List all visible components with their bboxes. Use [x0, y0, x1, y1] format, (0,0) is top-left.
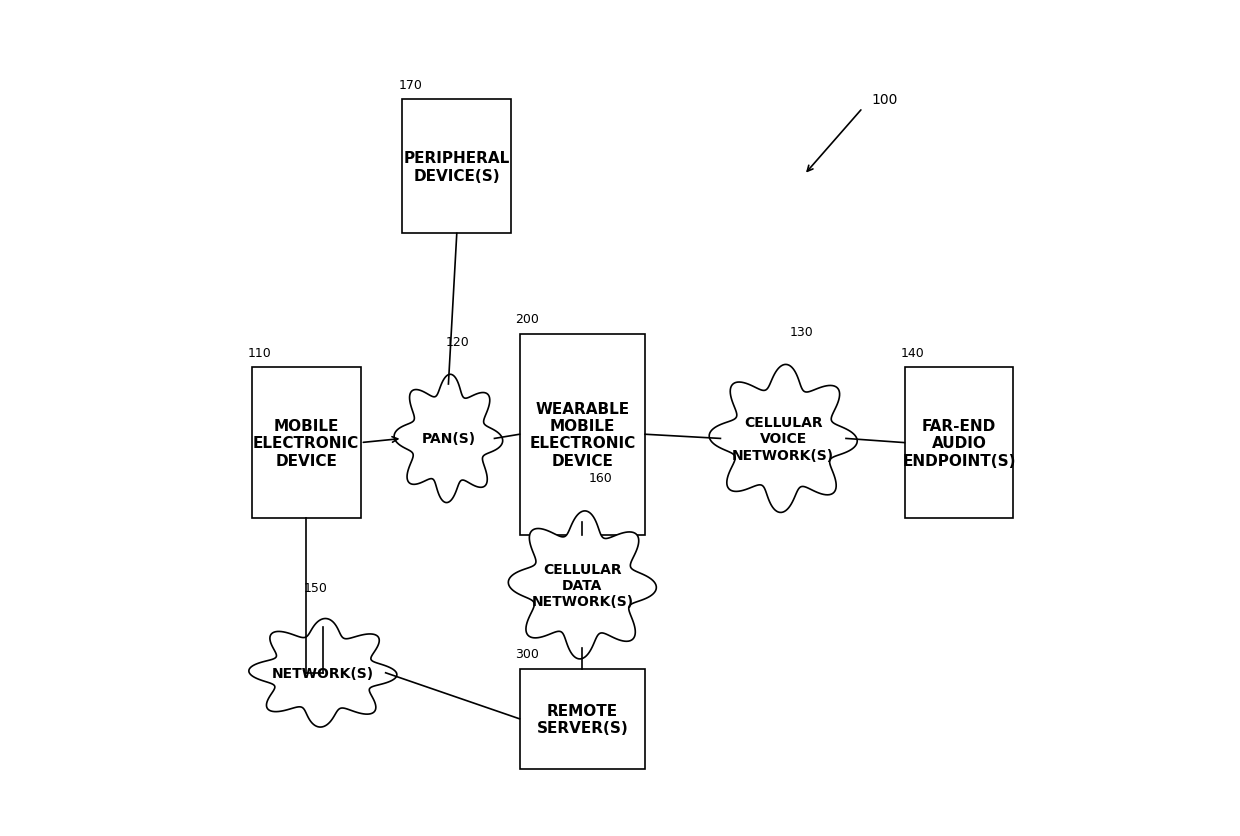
- Text: 100: 100: [870, 94, 898, 107]
- Text: CELLULAR
DATA
NETWORK(S): CELLULAR DATA NETWORK(S): [531, 562, 634, 609]
- Polygon shape: [249, 619, 397, 727]
- Polygon shape: [394, 375, 502, 503]
- Text: CELLULAR
VOICE
NETWORK(S): CELLULAR VOICE NETWORK(S): [732, 415, 835, 462]
- Polygon shape: [508, 512, 656, 659]
- Text: 300: 300: [516, 647, 539, 660]
- FancyBboxPatch shape: [904, 368, 1013, 518]
- Text: 200: 200: [516, 313, 539, 326]
- FancyBboxPatch shape: [520, 669, 645, 769]
- Text: MOBILE
ELECTRONIC
DEVICE: MOBILE ELECTRONIC DEVICE: [253, 418, 360, 468]
- Text: PERIPHERAL
DEVICE(S): PERIPHERAL DEVICE(S): [404, 151, 510, 183]
- FancyBboxPatch shape: [252, 368, 361, 518]
- Polygon shape: [709, 365, 857, 512]
- FancyBboxPatch shape: [402, 100, 511, 234]
- Text: WEARABLE
MOBILE
ELECTRONIC
DEVICE: WEARABLE MOBILE ELECTRONIC DEVICE: [529, 401, 635, 468]
- Text: PAN(S): PAN(S): [422, 432, 475, 446]
- Text: REMOTE
SERVER(S): REMOTE SERVER(S): [537, 703, 629, 735]
- Text: NETWORK(S): NETWORK(S): [272, 666, 374, 680]
- Text: 160: 160: [589, 472, 613, 485]
- Text: FAR-END
AUDIO
ENDPOINT(S): FAR-END AUDIO ENDPOINT(S): [903, 418, 1016, 468]
- Text: 150: 150: [304, 581, 327, 594]
- Text: 110: 110: [248, 346, 272, 359]
- Text: 170: 170: [398, 79, 422, 92]
- Text: 120: 120: [445, 336, 469, 349]
- Text: 130: 130: [790, 325, 813, 339]
- Text: 140: 140: [900, 346, 924, 359]
- FancyBboxPatch shape: [520, 334, 645, 535]
